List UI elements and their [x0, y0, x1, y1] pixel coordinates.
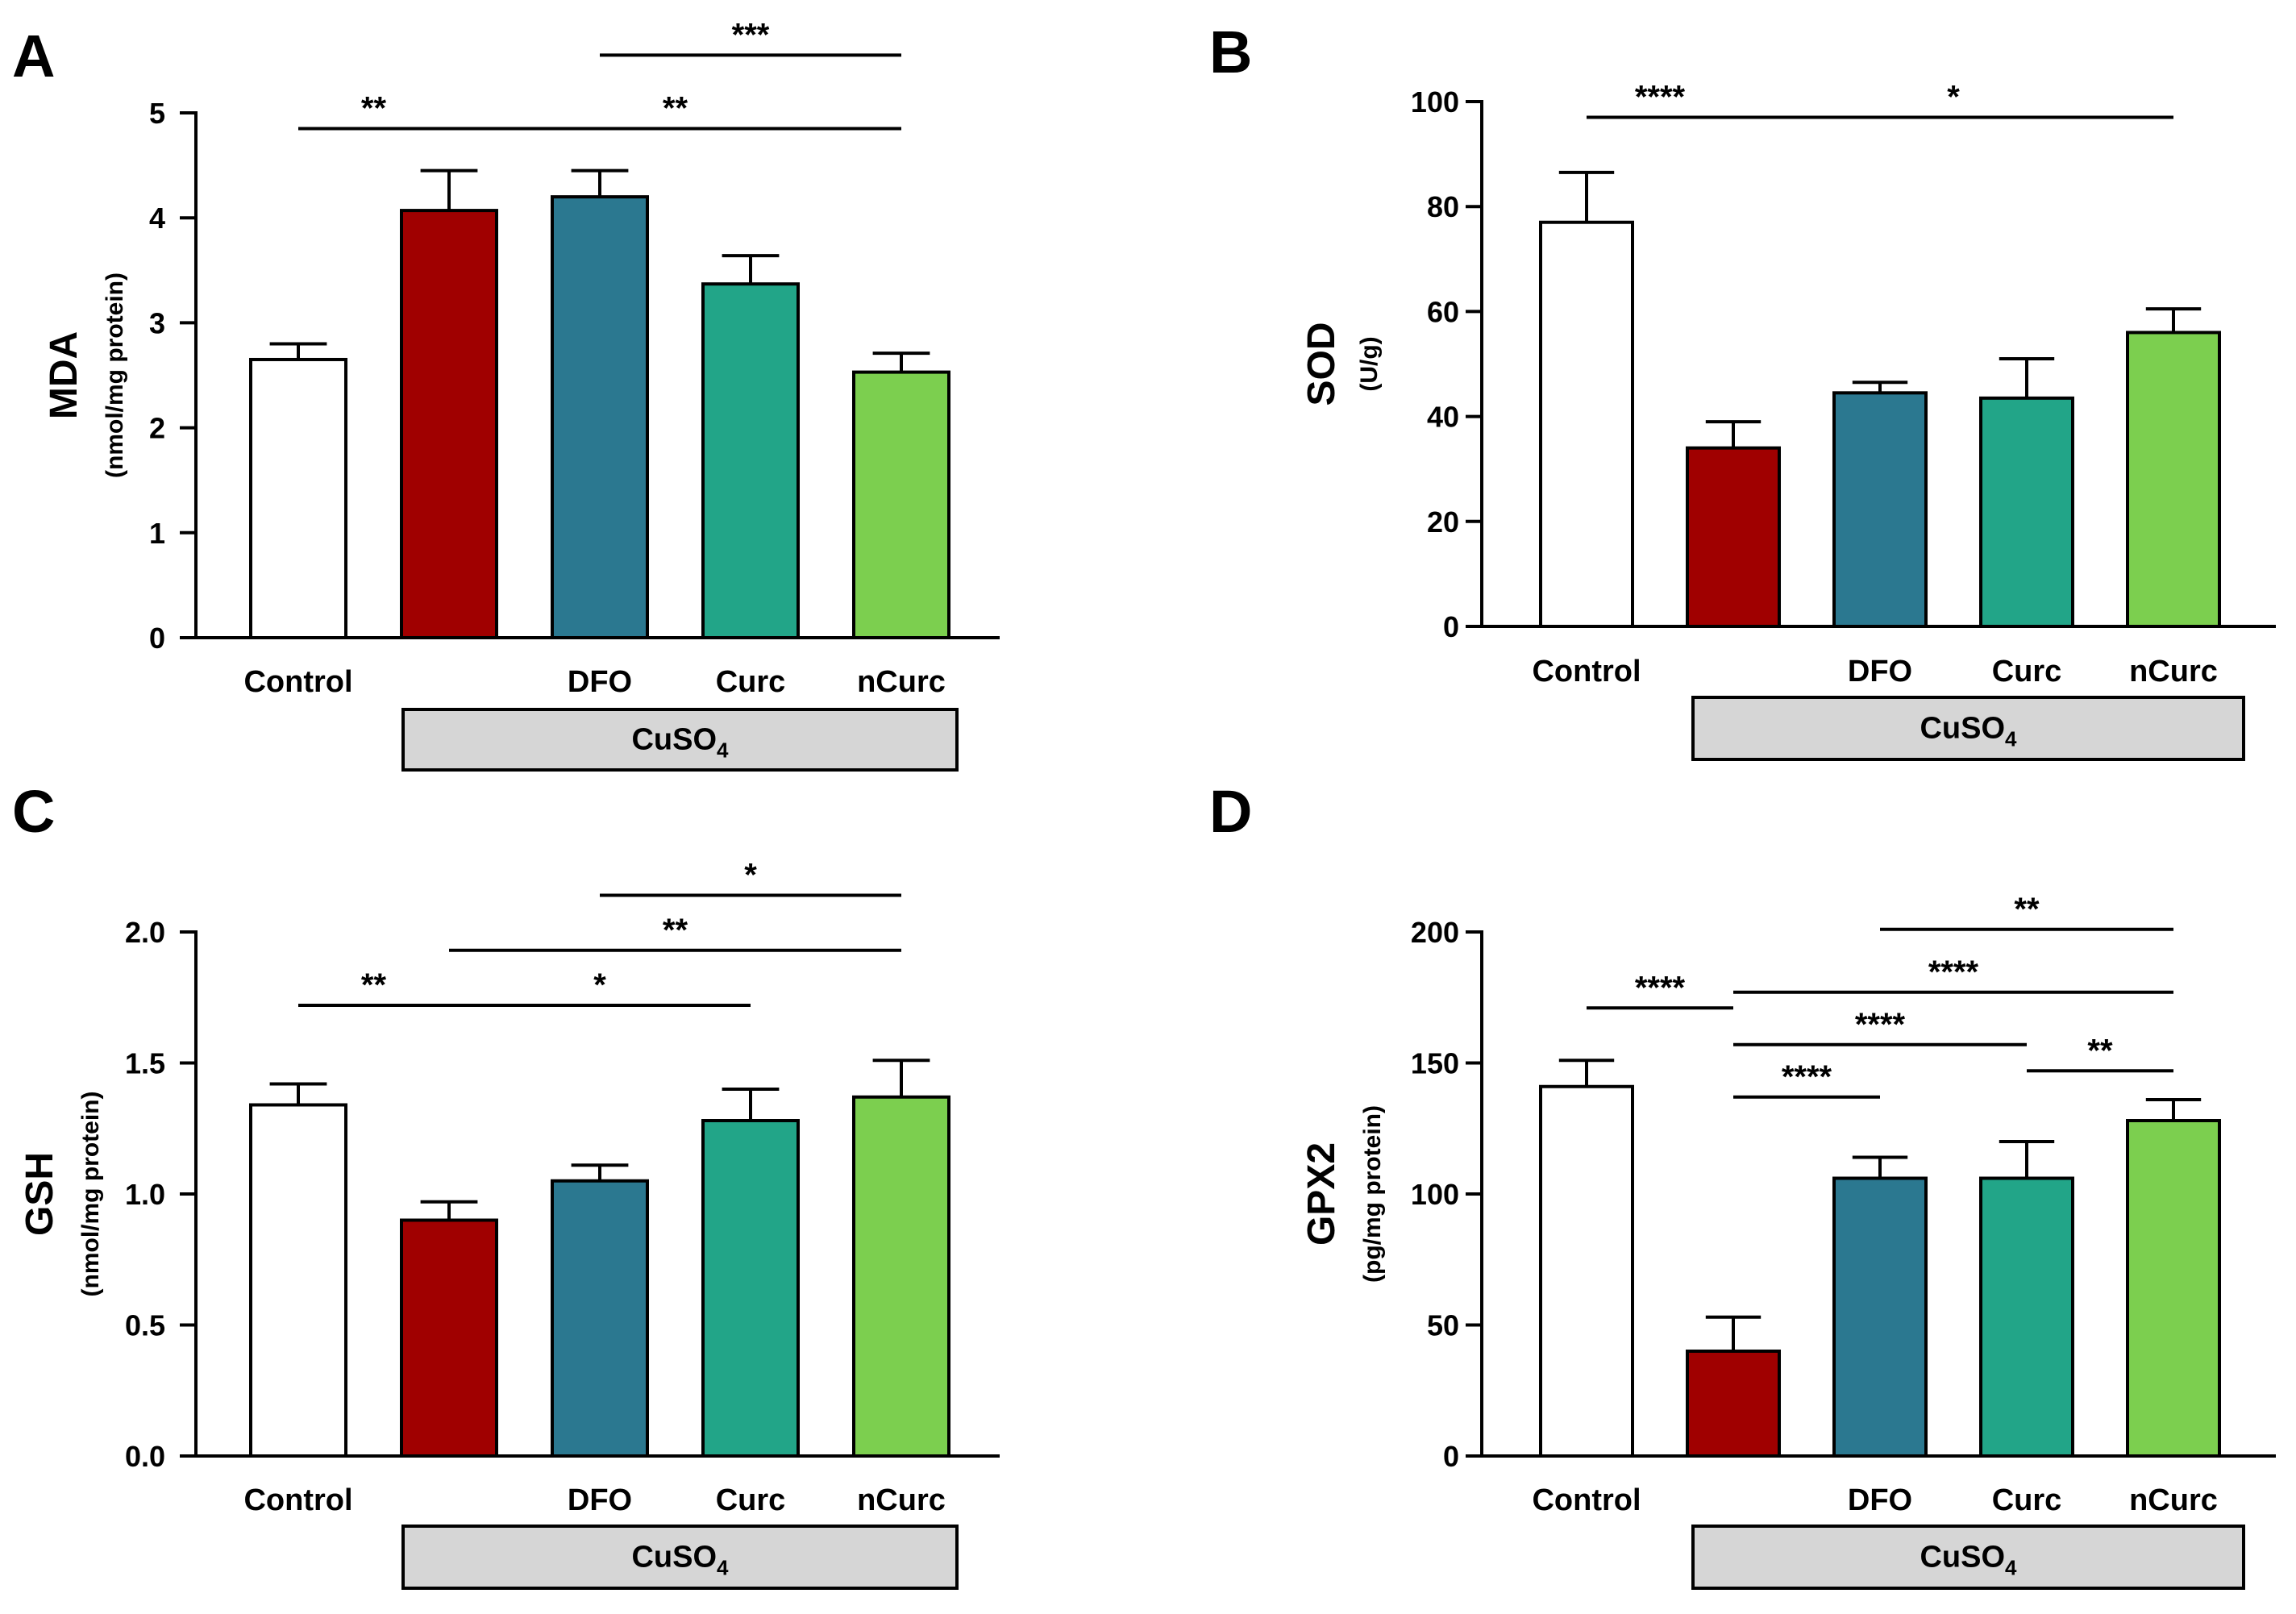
panel-b-y-tick-label: 80: [1427, 190, 1459, 223]
panel-a-y-tick-label: 4: [149, 202, 165, 235]
panel-d-category-dfo: DFO: [1848, 1483, 1912, 1517]
panel-c-category-curc: Curc: [716, 1483, 786, 1517]
panel-c-letter: C: [12, 778, 55, 845]
panel-b-y-tick-label: 20: [1427, 505, 1459, 539]
panel-d-sig-label: ****: [1855, 1007, 1906, 1042]
panel-a: A 0 1 2 3 4 5 MDA (nmol/mg protein) Control DFO Cur…: [12, 17, 1000, 772]
panel-a-y-tick-label: 3: [149, 306, 165, 339]
panel-b-y-unit: (U/g): [1356, 336, 1383, 391]
panel-a-category-dfo: DFO: [568, 665, 632, 699]
panel-d-y-label: GPX2: [1300, 1142, 1343, 1246]
panel-b-bar-control: [1539, 220, 1634, 628]
panel-b-sig-label: *: [1947, 80, 1960, 115]
panel-a-category-ncurc: nCurc: [857, 665, 946, 699]
panel-d-y-tick-label: 200: [1411, 916, 1459, 949]
panel-b-y-tick-label: 60: [1427, 295, 1459, 328]
panel-a-y-unit: (nmol/mg protein): [102, 272, 128, 478]
panel-a-sig-label: **: [663, 91, 688, 127]
panel-b-y-tick-label: 0: [1443, 610, 1459, 643]
panel-c-group-label: CuSO4: [631, 1541, 729, 1580]
panel-b-bar-dfo: [1832, 391, 1928, 628]
panel-d-bar-cuso4: [1686, 1350, 1781, 1458]
panel-b-bar-cuso4: [1686, 446, 1781, 628]
panel-c-y-tick-label: 1.5: [125, 1047, 165, 1080]
panel-c-bar-dfo: [551, 1179, 649, 1458]
panel-d-bar-control: [1539, 1084, 1634, 1458]
panel-d-y-tick-label: 100: [1411, 1178, 1459, 1211]
panel-c-sig-label: **: [663, 913, 688, 948]
panel-a-letter: A: [12, 23, 55, 89]
panel-d-category-ncurc: nCurc: [2129, 1483, 2218, 1517]
panel-b-bar-curc: [1979, 396, 2074, 628]
panel-a-category-curc: Curc: [716, 665, 786, 699]
panel-b-group-label: CuSO4: [1920, 712, 2017, 751]
panel-c-sig-label: *: [593, 967, 606, 1003]
panel-c-y-tick-label: 0.5: [125, 1309, 165, 1342]
panel-c-sig-label: **: [361, 967, 387, 1003]
panel-b-y-label: SOD: [1300, 322, 1343, 406]
panel-d-bar-dfo: [1832, 1176, 1928, 1458]
panel-b-category-dfo: DFO: [1848, 655, 1912, 688]
panel-c-y-unit: (nmol/mg protein): [77, 1092, 104, 1297]
panel-d-sig-label: ****: [1635, 970, 1686, 1005]
panel-a-sig-label: **: [361, 91, 387, 127]
panel-a-group-label: CuSO4: [631, 723, 729, 763]
panel-a-bar-curc: [701, 282, 800, 639]
panel-a-y-label: MDA: [43, 331, 85, 419]
panel-b-bar-ncurc: [2126, 331, 2221, 628]
panel-d-sig-label: ****: [1782, 1059, 1832, 1095]
panel-a-y-tick-label: 1: [149, 517, 165, 550]
panel-c-y-tick-label: 1.0: [125, 1178, 165, 1211]
panel-b-group-box: [1691, 696, 2245, 761]
panel-a-y-tick-label: 5: [149, 97, 165, 130]
panel-d-group-label: CuSO4: [1920, 1541, 2017, 1580]
panel-b-y-tick-label: 40: [1427, 401, 1459, 434]
panel-c-bar-cuso4: [400, 1218, 498, 1458]
panel-c-category-control: Control: [243, 1483, 352, 1517]
panel-c-category-ncurc: nCurc: [857, 1483, 946, 1517]
panel-c-sig-label: *: [744, 858, 757, 893]
panel-d-category-curc: Curc: [1992, 1483, 2062, 1517]
panel-a-bar-cuso4: [400, 209, 498, 639]
panel-c-bar-ncurc: [852, 1095, 950, 1458]
panel-b-letter: B: [1209, 19, 1252, 85]
panel-a-bar-dfo: [551, 195, 649, 640]
panel-a-y-tick-label: 0: [149, 622, 165, 655]
panel-c-y-tick-label: 0.0: [125, 1440, 165, 1473]
panel-a-bar-control: [249, 357, 347, 639]
panel-b-category-control: Control: [1532, 655, 1641, 688]
panel-d-sig-label: **: [2087, 1033, 2113, 1068]
panel-d-y-unit: (pg/mg protein): [1359, 1105, 1386, 1283]
panel-c-bar-curc: [701, 1119, 800, 1458]
panel-c-bar-control: [249, 1103, 347, 1458]
panel-b-category-ncurc: nCurc: [2129, 655, 2218, 688]
panel-c-category-dfo: DFO: [568, 1483, 632, 1517]
panel-d-category-control: Control: [1532, 1483, 1641, 1517]
panel-d-bar-curc: [1979, 1176, 2074, 1458]
panel-c-y-label: GSH: [19, 1152, 61, 1236]
panel-b-category-curc: Curc: [1992, 655, 2062, 688]
panel-d-y-tick-label: 50: [1427, 1309, 1459, 1342]
panel-a-category-control: Control: [243, 665, 352, 699]
panel-d-sig-label: ****: [1928, 955, 1979, 990]
panel-b-sig-label: ****: [1635, 80, 1686, 115]
panel-d-y-tick-label: 0: [1443, 1440, 1459, 1473]
panel-d-sig-label: **: [2014, 892, 2040, 927]
panel-d-letter: D: [1209, 778, 1252, 845]
panel-c-group-box: [401, 1525, 959, 1590]
panel-c-y-tick-label: 2.0: [125, 916, 165, 949]
panel-d: D 0 50 100 150 200 GPX2 (pg/mg protein) Control D…: [1209, 778, 2276, 1590]
panel-a-bar-ncurc: [852, 370, 950, 639]
panel-c: C 0.0 0.5 1.0 1.5 2.0 GSH (nmol/mg protein) Cont…: [12, 778, 1000, 1590]
panel-b: B 0 20 40 60 80 100 SOD (U/g) Control DFO Curc nCurc…: [1209, 19, 2276, 761]
panel-d-y-tick-label: 150: [1411, 1047, 1459, 1080]
panel-a-sig-label: ***: [732, 17, 770, 52]
panel-d-bar-ncurc: [2126, 1119, 2221, 1458]
panel-b-y-tick-label: 100: [1411, 85, 1459, 119]
panel-a-y-tick-label: 2: [149, 412, 165, 445]
panel-a-group-box: [401, 708, 959, 772]
panel-d-group-box: [1691, 1525, 2245, 1590]
